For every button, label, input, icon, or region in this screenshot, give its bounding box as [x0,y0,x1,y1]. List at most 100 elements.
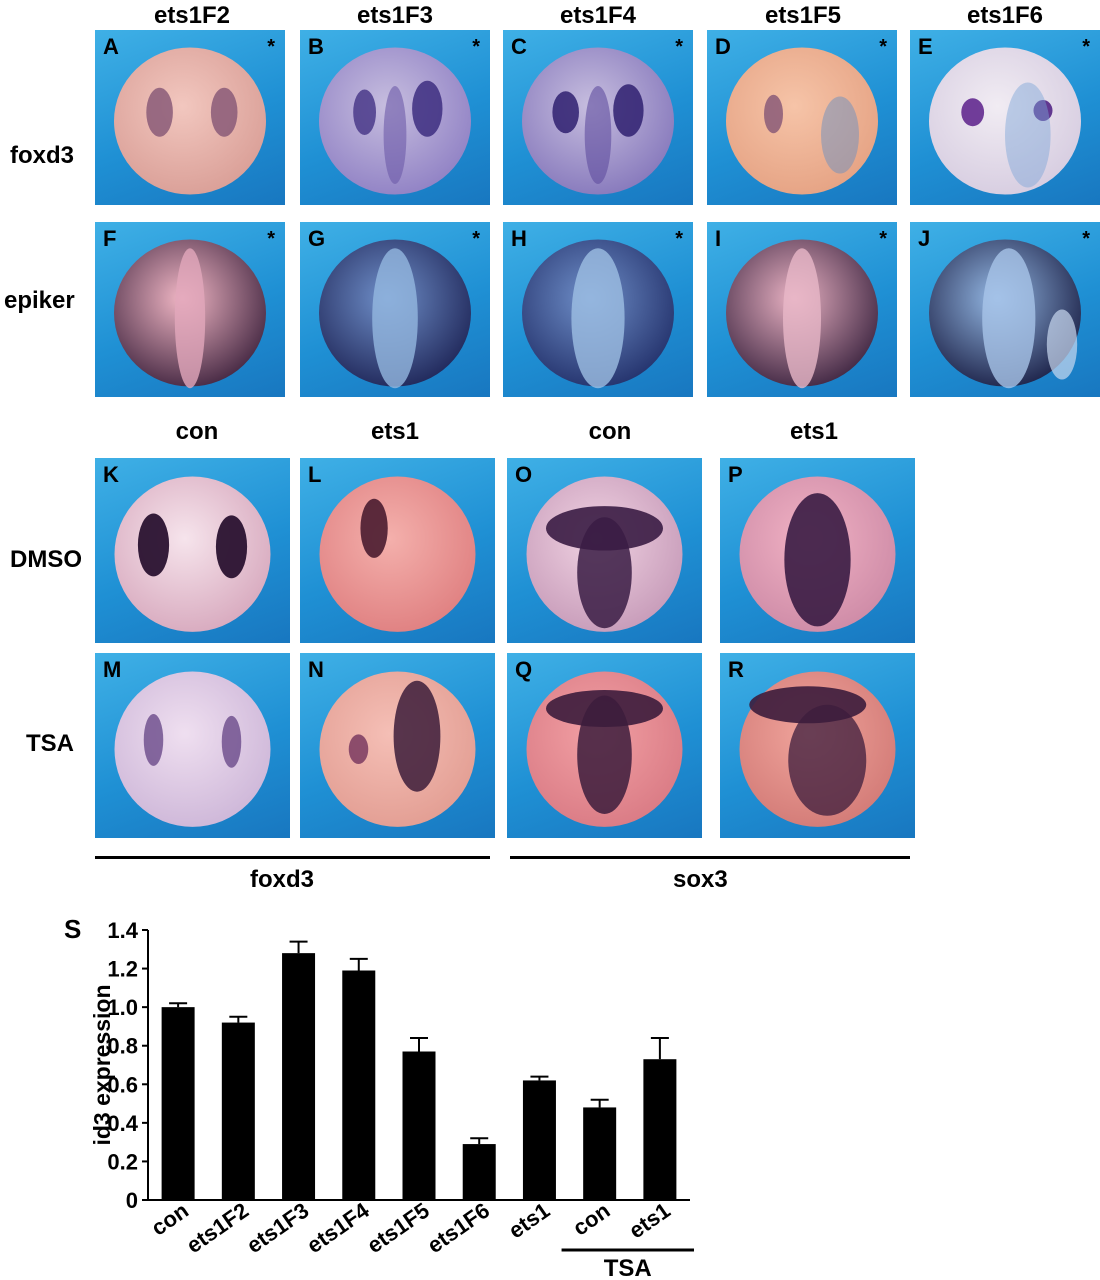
embryo-panel: F * [95,222,285,397]
chart-panel-label: S [64,914,81,944]
x-tick-label: ets1F3 [242,1198,313,1258]
bar [282,953,316,1200]
embryo-panel: A * [95,30,285,205]
bar [522,1080,556,1200]
column-header: ets1F6 [966,2,1044,29]
embryo-panel: P [720,458,915,643]
bar [161,1007,195,1200]
embryo-image [739,671,896,827]
asterisk-marker: * [675,228,683,250]
panel-label: E [918,34,933,59]
panel-label: D [715,34,731,59]
y-tick-label: 1.0 [107,995,138,1020]
y-tick-label: 0.6 [107,1072,138,1097]
panel-label: B [308,34,324,59]
embryo-image [114,671,271,827]
panel-label: Q [515,657,533,682]
group-line [95,856,490,859]
panel-label: K [103,462,119,487]
embryo-panel: B * [300,30,490,205]
panel-label: J [918,226,931,251]
x-tick-label: ets1F5 [362,1198,433,1258]
embryo-panel: L [300,458,495,643]
y-tick-label: 1.4 [107,918,138,943]
bar [402,1051,436,1200]
x-tick-label: ets1F2 [182,1198,253,1258]
embryo-image [929,239,1081,389]
group-line [510,856,910,859]
embryo-panel: M [95,653,290,838]
embryo-image [319,47,471,195]
x-tick-label: con [568,1198,614,1241]
x-tick-label: con [147,1198,193,1241]
x-tick-label: ets1 [504,1198,554,1244]
panel-label: G [308,226,326,251]
embryo-image [114,476,271,632]
embryo-image [929,47,1081,195]
panel-label: N [308,657,324,682]
embryo-panel: D * [707,30,897,205]
chart-body: 00.20.40.60.81.01.21.4conets1F2ets1F3ets… [107,918,694,1280]
column-header: ets1F4 [559,2,637,29]
embryo-panel: Q [507,653,702,838]
embryo-image [319,476,476,632]
embryo-panel: R [720,653,915,838]
asterisk-marker: * [879,228,887,250]
group-label: sox3 [673,866,728,893]
embryo-image [319,239,471,389]
embryo-image [114,47,266,195]
row-header: foxd3 [10,142,75,169]
embryo-image [726,47,878,195]
panel-label: I [715,226,722,251]
embryo-panel: K [95,458,290,643]
embryo-image [522,47,674,195]
embryo-image [739,476,896,632]
y-tick-label: 0.4 [107,1111,138,1136]
x-tick-label: ets1F6 [423,1198,494,1258]
embryo-panel: I * [707,222,897,397]
embryo-image [114,239,266,389]
embryo-panel: E * [910,30,1100,205]
group-label: TSA [604,1255,652,1280]
y-tick-label: 0.2 [107,1149,138,1174]
embryo-panel: O [507,458,702,643]
embryo-image [526,476,683,632]
panel-label: L [308,462,322,487]
column-header: ets1 [370,418,420,445]
column-header: ets1F3 [356,2,434,29]
row-header: epiker [4,287,75,314]
y-tick-label: 0 [126,1188,138,1213]
asterisk-marker: * [267,228,275,250]
panel-label: M [103,657,122,682]
asterisk-marker: * [675,36,683,58]
x-tick-label: ets1F4 [302,1197,374,1258]
asterisk-marker: * [267,36,275,58]
asterisk-marker: * [1082,228,1090,250]
bar [643,1059,677,1200]
embryo-panel: N [300,653,495,838]
column-header: ets1F5 [764,2,842,29]
embryo-image [522,239,674,389]
row-header: DMSO [10,546,82,573]
bar [462,1144,496,1200]
column-header: ets1 [789,418,839,445]
asterisk-marker: * [472,36,480,58]
embryo-panel: G * [300,222,490,397]
embryo-panel: C * [503,30,693,205]
column-header: ets1F2 [153,2,231,29]
panel-label: C [511,34,527,59]
y-tick-label: 0.8 [107,1034,138,1059]
y-tick-label: 1.2 [107,957,138,982]
panel-label: O [515,462,533,487]
panel-label: R [728,657,744,682]
y-axis-label: id3 expression [89,984,115,1145]
column-header: con [588,418,632,445]
embryo-image [319,671,476,827]
panel-label: F [103,226,117,251]
bar [583,1107,617,1200]
embryo-image [526,671,683,827]
column-header: con [175,418,219,445]
embryo-panel: J * [910,222,1100,397]
asterisk-marker: * [879,36,887,58]
row-header: TSA [26,730,74,757]
